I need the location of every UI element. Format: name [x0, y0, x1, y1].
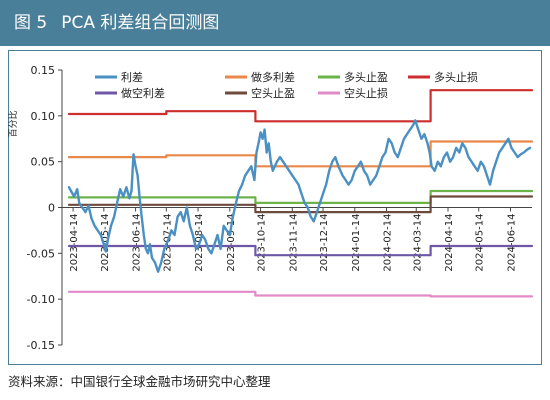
legend-label-6: 空头止损	[344, 86, 388, 100]
y-tick-label: -0.10	[27, 293, 55, 306]
y-tick-label: -0.15	[27, 339, 55, 352]
chart-axes: -0.15 -0.10 -0.05 0 0.05 0.10 0.15 百分比 2023-04-1…	[7, 64, 532, 352]
y-axis-title: 百分比	[7, 110, 19, 137]
legend-label-2: 多头止盈	[344, 70, 388, 84]
series-line-2	[67, 189, 534, 204]
figure-title: 图 5 PCA 利差组合回测图	[14, 11, 219, 35]
x-tick-label: 2024-05-14	[475, 214, 486, 272]
figure-header: 图 5 PCA 利差组合回测图	[0, 0, 550, 46]
chart-frame	[8, 50, 542, 365]
chart-series	[67, 89, 534, 298]
legend-label-4: 做空利差	[121, 86, 165, 100]
y-tick-label: 0	[48, 202, 55, 215]
x-tick-label: 2023-10-14	[257, 214, 268, 272]
legend-label-3: 多头止损	[434, 70, 478, 84]
x-tick-label: 2023-06-14	[132, 214, 143, 272]
legend-label-1: 做多利差	[251, 70, 295, 84]
x-tick-label: 2023-11-14	[288, 214, 299, 272]
x-tick-label: 2024-01-14	[351, 214, 362, 272]
series-line-3	[67, 89, 534, 123]
x-tick-label: 2023-09-14	[226, 214, 237, 272]
y-tick-label: -0.05	[27, 247, 55, 260]
x-tick-label: 2024-04-14	[444, 214, 455, 272]
series-line-4	[67, 244, 534, 257]
x-tick-label: 2024-02-14	[383, 214, 394, 272]
source-note: 资料来源：中国银行全球金融市场研究中心整理	[8, 374, 271, 389]
series-line-0	[67, 119, 532, 273]
figure-label: 图 5	[14, 13, 48, 33]
y-tick-label: 0.10	[31, 110, 56, 123]
x-tick-label: 2023-12-14	[319, 214, 330, 272]
series-line-6	[67, 290, 534, 298]
y-tick-label: 0.15	[31, 64, 56, 77]
y-tick-label: 0.05	[31, 156, 56, 169]
x-tick-label: 2024-06-14	[506, 214, 517, 272]
x-tick-label: 2023-05-14	[100, 214, 111, 272]
legend-label-5: 空头止盈	[251, 86, 295, 100]
x-tick-label: 2023-04-14	[69, 214, 80, 272]
figure-title-text: PCA 利差组合回测图	[61, 13, 220, 33]
series-line-5	[67, 195, 534, 214]
x-tick-label: 2024-03-14	[412, 214, 423, 272]
legend-label-0: 利差	[121, 70, 143, 84]
